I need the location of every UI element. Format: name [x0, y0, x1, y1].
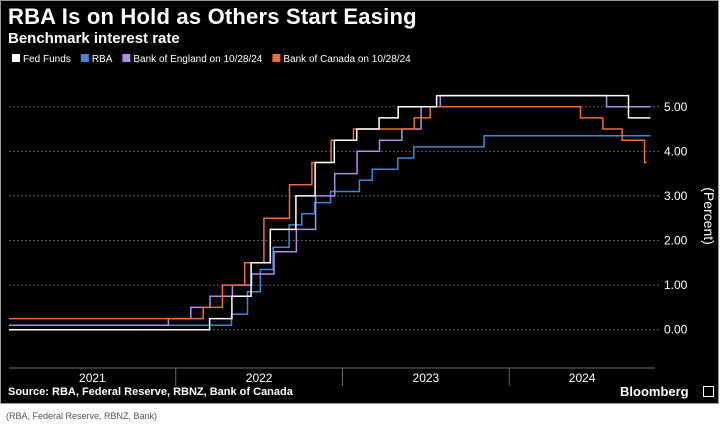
x-tick-label-0: 2021	[79, 371, 106, 385]
series-line-1	[9, 134, 651, 326]
y-tick-label-3: 3.00	[664, 189, 688, 203]
y-axis-label: (Percent)	[701, 187, 717, 245]
series-lines	[9, 94, 651, 331]
chart-title: RBA Is on Hold as Others Start Easing	[8, 4, 417, 29]
y-tick-label-0: 0.00	[664, 323, 688, 337]
x-tick-label-1: 2022	[246, 371, 273, 385]
legend-swatch-2	[122, 54, 131, 62]
y-tick-label-2: 2.00	[664, 234, 688, 248]
legend: Fed Funds RBA Bank of England on 10/28/24 B…	[12, 54, 411, 65]
x-axis: 2021 2022 2023 2024	[9, 367, 655, 386]
series-line-2	[9, 94, 651, 326]
legend-swatch-3	[272, 54, 281, 62]
legend-swatch-0	[12, 54, 20, 62]
y-axis: 0.00 1.00 2.00 3.00 4.00 5.00 (Percent)	[664, 100, 717, 337]
legend-label-1: RBA	[92, 54, 113, 65]
chart-panel	[0, 0, 719, 404]
legend-label-3: Bank of Canada on 10/28/24	[283, 54, 411, 65]
x-tick-label-2: 2023	[413, 371, 440, 385]
y-tick-label-1: 1.00	[664, 278, 688, 292]
footnote: (RBA, Federal Reserve, RBNZ, Bank)	[6, 411, 158, 421]
series-line-3	[9, 106, 647, 320]
bloomberg-logo: Bloomberg	[620, 384, 689, 399]
chart-plot: Fed Funds RBA Bank of England on 10/28/24 B…	[9, 54, 717, 386]
legend-label-0: Fed Funds	[23, 54, 71, 65]
chart-subtitle: Benchmark interest rate	[8, 30, 180, 47]
legend-swatch-1	[80, 54, 89, 62]
legend-label-2: Bank of England on 10/28/24	[133, 54, 262, 65]
x-tick-label-3: 2024	[569, 371, 596, 385]
bloomberg-badge-icon	[703, 386, 714, 397]
y-tick-label-4: 4.00	[664, 144, 688, 158]
y-tick-label-5: 5.00	[664, 100, 688, 114]
source-note: Source: RBA, Federal Reserve, RBNZ, Bank…	[8, 386, 293, 398]
series-line-0	[9, 94, 651, 331]
